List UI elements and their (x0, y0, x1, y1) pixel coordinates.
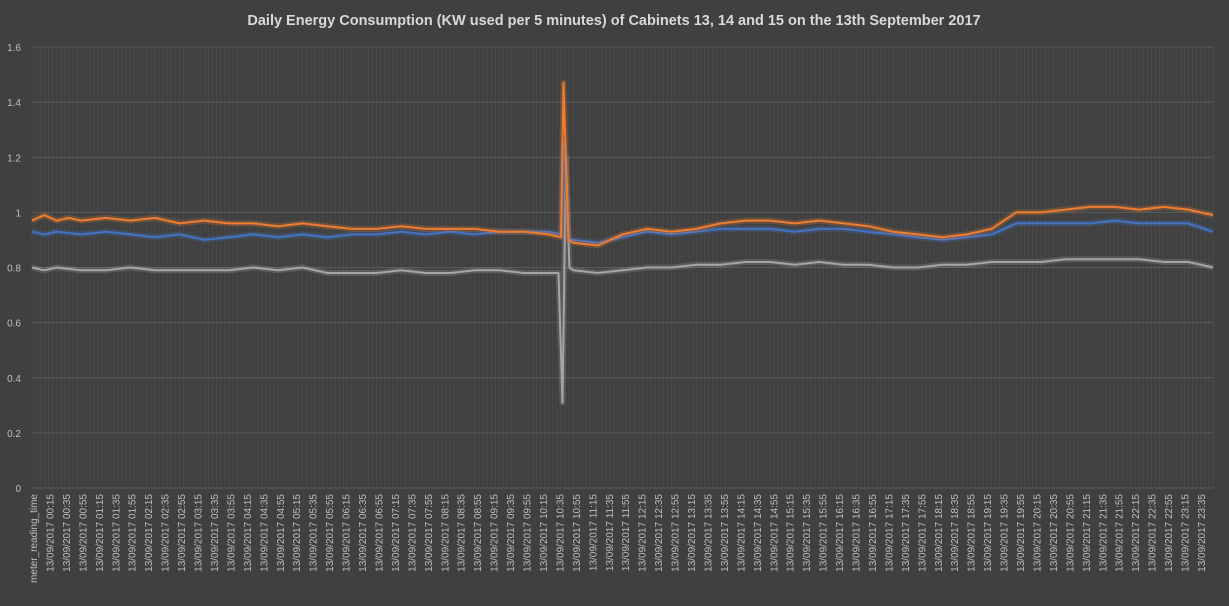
y-tick-label: 0.6 (7, 319, 21, 330)
series-lines (30, 79, 1214, 406)
x-tick-label: 13/09/2017 20:15 (1032, 494, 1043, 572)
x-tick-label: 13/09/2017 20:55 (1065, 494, 1076, 572)
x-tick-label: 13/09/2017 14:35 (753, 494, 764, 572)
x-tick-label: 13/09/2017 03:15 (194, 494, 205, 572)
x-tick-label: 13/09/2017 17:35 (901, 494, 912, 572)
x-tick-label: 13/09/2017 12:35 (654, 494, 665, 572)
x-tick-label: 13/09/2017 10:15 (539, 494, 550, 572)
x-tick-label: 13/09/2017 08:15 (440, 494, 451, 572)
x-tick-label: 13/09/2017 05:15 (292, 494, 303, 572)
series-line (31, 142, 1214, 244)
x-tick-label: 13/09/2017 03:55 (226, 494, 237, 572)
x-tick-label: 13/09/2017 02:15 (144, 494, 155, 572)
y-tick-label: 0.2 (7, 429, 21, 440)
x-tick-label: 13/09/2017 05:35 (309, 494, 320, 572)
x-tick-label: 13/09/2017 19:55 (1016, 494, 1027, 572)
x-tick-label: 13/09/2017 20:35 (1049, 494, 1060, 572)
x-tick-label: 13/09/2017 07:55 (424, 494, 435, 572)
x-tick-label: 13/09/2017 04:35 (259, 494, 270, 572)
x-tick-label: 13/09/2017 15:35 (802, 494, 813, 572)
x-tick-label: 13/09/2017 11:35 (605, 494, 616, 572)
x-tick-label: 13/09/2017 15:55 (819, 494, 830, 572)
x-tick-label: 13/09/2017 21:35 (1098, 494, 1109, 572)
x-tick-label: 13/09/2017 23:35 (1197, 494, 1208, 572)
x-tick-label: 13/09/2017 18:35 (950, 494, 961, 572)
x-tick-label: 13/09/2017 09:55 (523, 494, 534, 572)
y-tick-label: 1 (15, 208, 21, 219)
x-tick-label: 13/09/2017 00:55 (78, 494, 89, 572)
x-tick-label: 13/09/2017 16:15 (835, 494, 846, 572)
x-tick-label: 13/09/2017 06:55 (374, 494, 385, 572)
x-tick-label: 13/09/2017 22:35 (1148, 494, 1159, 572)
y-tick-label: 0.4 (7, 374, 21, 385)
x-tick-label: 13/09/2017 17:15 (884, 494, 895, 572)
x-tick-label: 13/09/2017 12:55 (671, 494, 682, 572)
x-tick-label: 13/09/2017 11:55 (621, 494, 632, 572)
series-line (31, 81, 1214, 247)
x-tick-label: 13/09/2017 13:15 (687, 494, 698, 572)
x-tick-label: 13/09/2017 08:35 (457, 494, 468, 572)
x-tick-label: 13/09/2017 15:15 (786, 494, 797, 572)
x-tick-label: 13/09/2017 05:55 (325, 494, 336, 572)
x-tick-label: 13/09/2017 04:55 (276, 494, 287, 572)
x-tick-label: 13/09/2017 13:55 (720, 494, 731, 572)
x-tick-label: 13/09/2017 21:55 (1115, 494, 1126, 572)
x-tick-label: 13/09/2017 18:15 (934, 494, 945, 572)
series-line (31, 156, 1214, 404)
x-tick-label: 13/09/2017 21:15 (1082, 494, 1093, 572)
x-tick-label: 13/09/2017 09:15 (490, 494, 501, 572)
x-tick-label: 13/09/2017 17:55 (917, 494, 928, 572)
x-axis-first-label: meter_reading_time (29, 494, 40, 583)
x-axis-tick-labels: meter_reading_time 13/09/2017 00:15 13/09/… (29, 494, 1208, 583)
y-axis-tick-labels: 0 0.2 0.4 0.6 0.8 1 1.2 1.4 1.6 (7, 43, 21, 495)
x-tick-label: 13/09/2017 07:15 (391, 494, 402, 572)
x-tick-label: 13/09/2017 11:15 (588, 494, 599, 572)
x-tick-label: 13/09/2017 22:15 (1131, 494, 1142, 572)
x-tick-label: 13/09/2017 09:35 (506, 494, 517, 572)
x-tick-label: 13/09/2017 13:35 (703, 494, 714, 572)
x-tick-label: 13/09/2017 00:35 (62, 494, 73, 572)
x-tick-label: 13/09/2017 14:55 (769, 494, 780, 572)
x-tick-label: 13/09/2017 08:55 (473, 494, 484, 572)
x-tick-label: 13/09/2017 12:15 (638, 494, 649, 572)
y-tick-label: 0.8 (7, 264, 21, 275)
x-tick-label: 13/09/2017 01:35 (111, 494, 122, 572)
x-tick-label: 13/09/2017 10:55 (572, 494, 583, 572)
x-tick-label: 13/09/2017 19:35 (1000, 494, 1011, 572)
x-tick-label: 13/09/2017 14:15 (736, 494, 747, 572)
x-tick-label: 13/09/2017 02:35 (161, 494, 172, 572)
y-tick-label: 1.2 (7, 153, 21, 164)
x-tick-label: 13/09/2017 02:55 (177, 494, 188, 572)
x-tick-label: 13/09/2017 06:15 (342, 494, 353, 572)
x-tick-label: 13/09/2017 04:15 (243, 494, 254, 572)
x-tick-label: 13/09/2017 06:35 (358, 494, 369, 572)
y-tick-label: 1.4 (7, 98, 21, 109)
x-tick-label: 13/09/2017 03:35 (210, 494, 221, 572)
x-tick-label: 13/09/2017 18:55 (967, 494, 978, 572)
x-tick-label: 13/09/2017 10:35 (555, 494, 566, 572)
x-tick-label: 13/09/2017 00:15 (45, 494, 56, 572)
x-tick-label: 13/09/2017 16:55 (868, 494, 879, 572)
x-tick-label: 13/09/2017 23:15 (1181, 494, 1192, 572)
y-tick-label: 1.6 (7, 43, 21, 54)
x-tick-label: 13/09/2017 22:55 (1164, 494, 1175, 572)
chart-title: Daily Energy Consumption (KW used per 5 … (247, 13, 980, 29)
y-tick-label: 0 (15, 484, 21, 495)
x-tick-label: 13/09/2017 16:35 (852, 494, 863, 572)
x-tick-label: 13/09/2017 07:35 (407, 494, 418, 572)
x-tick-label: 13/09/2017 19:15 (983, 494, 994, 572)
x-tick-label: 13/09/2017 01:55 (128, 494, 139, 572)
x-tick-label: 13/09/2017 01:15 (95, 494, 106, 572)
